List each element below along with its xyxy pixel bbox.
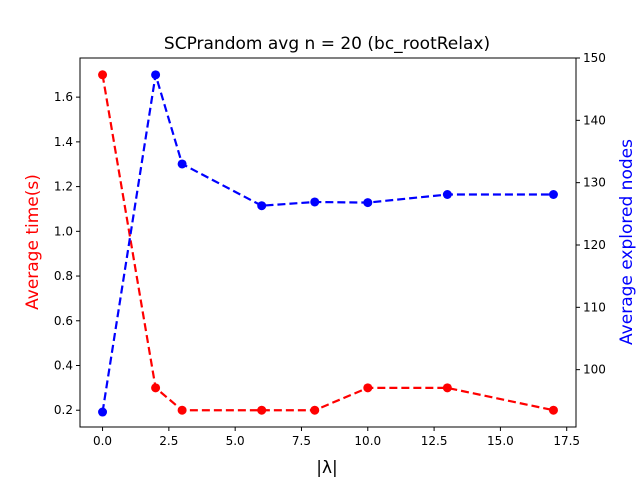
x-tick-label: 12.5 xyxy=(421,434,448,448)
data-point-right xyxy=(548,190,558,200)
x-tick-label: 17.5 xyxy=(553,434,580,448)
data-point-right xyxy=(257,201,267,211)
y-right-tick-label: 150 xyxy=(583,51,606,65)
data-point-left xyxy=(548,405,558,415)
y-left-tick-label: 0.2 xyxy=(54,403,73,417)
y-right-tick-label: 140 xyxy=(583,113,606,127)
data-point-right xyxy=(442,190,452,200)
series-line-right xyxy=(101,73,554,413)
y-axis-right-label: Average explored nodes xyxy=(617,139,637,345)
data-point-right xyxy=(177,159,187,169)
data-point-left xyxy=(310,405,320,415)
data-point-left xyxy=(177,405,187,415)
data-point-left xyxy=(363,383,373,393)
y-left-tick-label: 1.6 xyxy=(54,90,73,104)
y-left-tick-label: 1.4 xyxy=(54,135,73,149)
y-left-tick-label: 0.4 xyxy=(54,359,73,373)
y-right-tick-label: 120 xyxy=(583,238,606,252)
data-point-right xyxy=(363,198,373,208)
y-left-tick-label: 0.8 xyxy=(54,269,73,283)
data-point-right xyxy=(310,197,320,207)
data-point-right xyxy=(151,70,161,80)
y-right-tick-label: 130 xyxy=(583,176,606,190)
series-line-left xyxy=(101,74,554,412)
y-axis-left-label: Average time(s) xyxy=(23,174,43,310)
chart-title: SCPrandom avg n = 20 (bc_rootRelax) xyxy=(164,34,490,54)
y-right-tick-label: 110 xyxy=(583,300,606,314)
data-point-right xyxy=(98,407,108,417)
data-point-left xyxy=(151,383,161,393)
y-right-tick-label: 100 xyxy=(583,363,606,377)
x-axis-label: |λ| xyxy=(316,458,338,478)
plot-frame xyxy=(79,57,577,428)
data-point-left xyxy=(442,383,452,393)
y-left-tick-label: 1.0 xyxy=(54,224,73,238)
x-tick-label: 7.5 xyxy=(292,434,311,448)
y-left-tick-label: 1.2 xyxy=(54,180,73,194)
data-point-left xyxy=(98,70,108,80)
x-tick-label: 10.0 xyxy=(354,434,381,448)
x-tick-label: 15.0 xyxy=(487,434,514,448)
x-tick-label: 0.0 xyxy=(93,434,112,448)
x-tick-label: 5.0 xyxy=(226,434,245,448)
data-point-left xyxy=(257,405,267,415)
y-left-tick-label: 0.6 xyxy=(54,314,73,328)
x-tick-label: 2.5 xyxy=(159,434,178,448)
